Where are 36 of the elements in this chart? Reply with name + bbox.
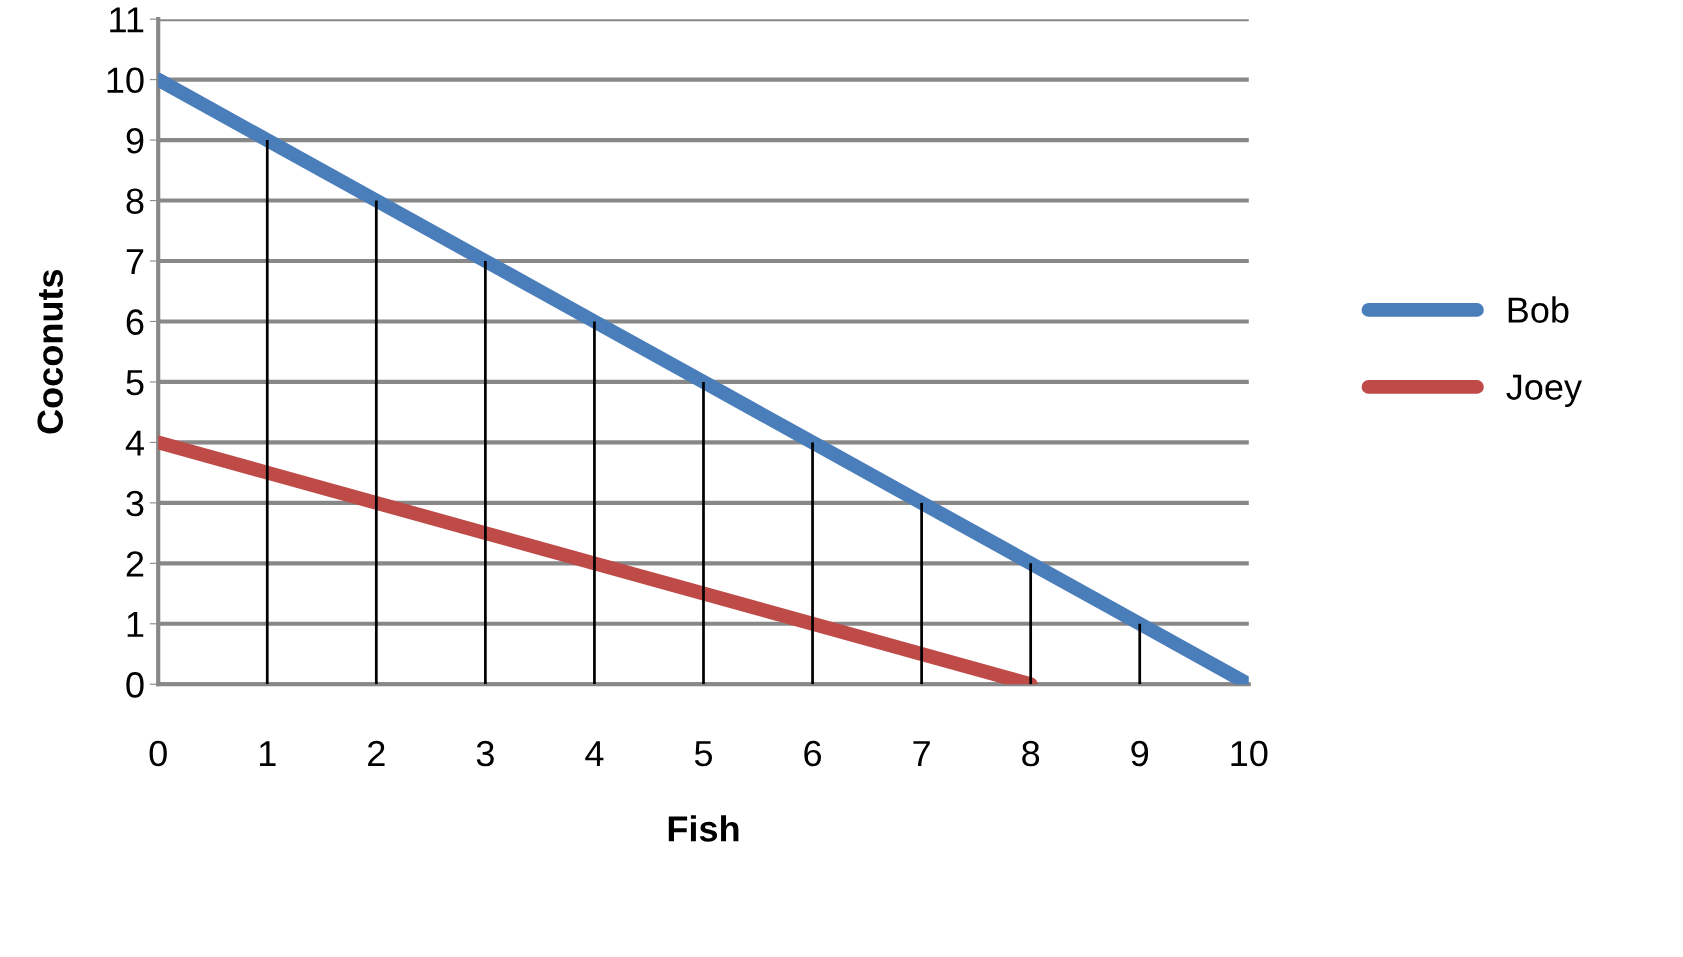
y-tick-label: 0 — [126, 672, 144, 698]
bar — [374, 200, 378, 685]
bar — [1029, 563, 1033, 685]
y-tick-label: 10 — [107, 67, 144, 94]
bar — [811, 442, 814, 685]
x-tick-label: 9 — [1131, 740, 1149, 767]
y-tick-label: 7 — [126, 249, 144, 275]
x-axis-title: Fish — [668, 815, 739, 842]
y-tick-label: 2 — [126, 551, 144, 577]
x-tick-label: 7 — [913, 741, 930, 766]
y-tick-label: 11 — [110, 7, 144, 33]
y-tick-label: 1 — [127, 612, 144, 637]
bar — [702, 381, 705, 685]
bar — [920, 502, 923, 685]
y-tick-label: 4 — [125, 430, 144, 456]
x-tick-label: 8 — [1022, 740, 1040, 767]
x-tick-label: 3 — [476, 740, 494, 767]
x-tick-label: 10 — [1231, 740, 1268, 767]
y-tick-label: 6 — [126, 309, 144, 335]
x-tick-label: 6 — [804, 740, 822, 767]
y-axis-title: Coconuts — [37, 269, 63, 434]
y-tick-label: 3 — [126, 490, 144, 517]
bar — [265, 140, 269, 685]
x-tick-label: 5 — [694, 741, 713, 767]
y-tick-label: 9 — [126, 127, 144, 154]
x-tick-label: 2 — [368, 740, 385, 766]
x-tick-label: 1 — [259, 741, 276, 766]
bar — [593, 321, 596, 685]
legend-label: Bob — [1508, 296, 1569, 323]
y-tick-label: 8 — [126, 188, 144, 214]
legend-label: Joey — [1506, 374, 1582, 408]
y-tick-label: 5 — [126, 370, 144, 396]
x-tick-label: 0 — [149, 740, 167, 767]
bar — [1138, 623, 1142, 685]
x-tick-label: 4 — [585, 741, 604, 766]
bar — [484, 261, 487, 685]
